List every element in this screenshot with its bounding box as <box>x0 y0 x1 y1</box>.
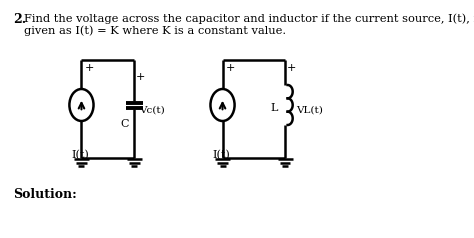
Text: I(t): I(t) <box>71 150 89 160</box>
Text: +: + <box>136 72 145 82</box>
Text: 2.: 2. <box>14 13 27 26</box>
Text: I(t): I(t) <box>212 150 230 160</box>
Text: +: + <box>287 63 296 73</box>
Text: VL(t): VL(t) <box>296 105 323 114</box>
Text: Vc(t): Vc(t) <box>139 105 164 114</box>
Text: Find the voltage across the capacitor and inductor if the current source, I(t), : Find the voltage across the capacitor an… <box>24 13 474 24</box>
Text: given as I(t) = K where K is a constant value.: given as I(t) = K where K is a constant … <box>24 25 286 35</box>
Text: C: C <box>120 119 128 129</box>
Text: +: + <box>84 63 94 73</box>
Text: Solution:: Solution: <box>14 188 77 201</box>
Text: L: L <box>271 103 278 113</box>
Text: +: + <box>226 63 235 73</box>
